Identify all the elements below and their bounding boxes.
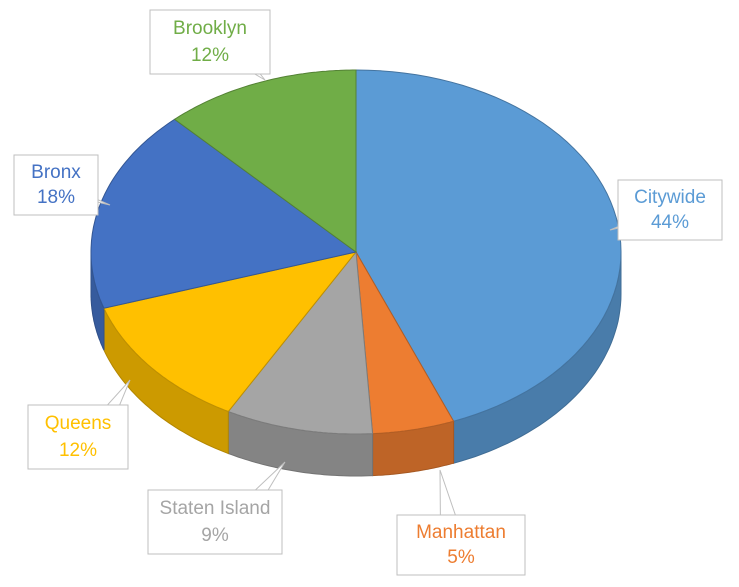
callout-box [27, 404, 129, 470]
pie-slice [355, 251, 455, 435]
callout-box [617, 179, 723, 241]
pie-slice [173, 69, 357, 253]
pie-slice [355, 69, 622, 422]
value-label: 5% [447, 547, 475, 568]
value-label: 44% [651, 212, 689, 233]
value-label: 9% [201, 525, 229, 546]
category-label: Citywide [634, 187, 706, 208]
value-label: 12% [191, 45, 229, 66]
category-label: Manhattan [416, 522, 506, 543]
callout-box [396, 514, 526, 576]
category-label: Brooklyn [173, 18, 247, 39]
category-label: Queens [45, 413, 112, 434]
category-label: Staten Island [160, 498, 271, 519]
pie-slice [227, 250, 374, 435]
callout-box [147, 489, 283, 555]
category-label: Bronx [31, 162, 81, 183]
pie-slice [90, 118, 358, 309]
callout-box [149, 9, 271, 75]
pie-slice [103, 251, 358, 413]
value-label: 18% [37, 187, 75, 208]
value-label: 12% [59, 440, 97, 461]
callout-box [13, 154, 99, 216]
